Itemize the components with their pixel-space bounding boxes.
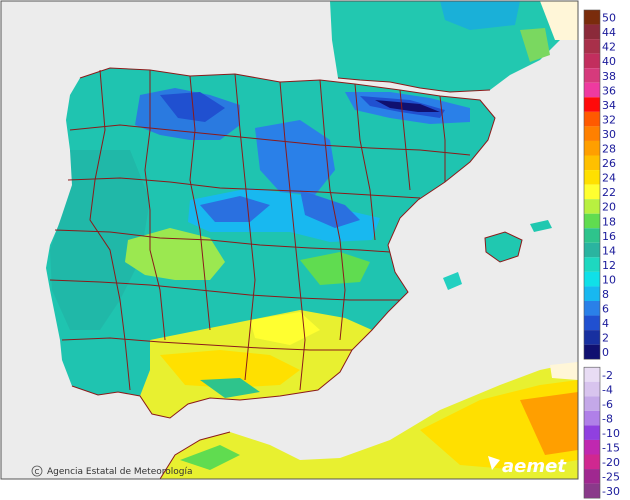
legend-swatch	[584, 242, 600, 258]
legend-label: 8	[602, 288, 609, 301]
map-area	[1, 1, 578, 479]
legend-swatch	[584, 367, 600, 382]
legend-label: 0	[602, 346, 609, 359]
legend-label: 24	[602, 172, 616, 185]
legend-swatch	[584, 97, 600, 112]
legend-label: 34	[602, 99, 616, 112]
legend-label: 10	[602, 273, 616, 286]
legend-label: 14	[602, 244, 616, 257]
legend-swatch	[584, 140, 600, 156]
legend-label: 4	[602, 317, 609, 330]
legend-label: 30	[602, 128, 616, 141]
legend-label: -15	[602, 442, 620, 455]
legend-swatch	[584, 184, 600, 200]
legend-label: 20	[602, 201, 616, 214]
legend-swatch	[584, 439, 600, 455]
legend-swatch	[584, 213, 600, 229]
legend-swatch	[584, 257, 600, 272]
legend-label: 36	[602, 84, 616, 97]
legend-label: -4	[602, 383, 613, 396]
legend-swatch	[584, 126, 600, 141]
legend-swatch	[584, 155, 600, 171]
legend-swatch	[584, 82, 600, 98]
legend-swatch	[584, 315, 600, 331]
legend-swatch	[584, 53, 600, 69]
legend-swatch	[584, 228, 600, 243]
legend-swatch	[584, 469, 600, 484]
legend-swatch	[584, 301, 600, 316]
iberia-land	[46, 68, 495, 418]
credit-text: Agencia Estatal de Meteorología	[47, 467, 193, 477]
legend-outline-negative	[583, 366, 601, 499]
legend-label: 50	[602, 12, 616, 25]
legend-swatch	[584, 396, 600, 411]
legend-label: -30	[602, 485, 620, 498]
legend-swatch	[584, 483, 600, 499]
legend-label: 2	[602, 332, 609, 345]
legend-label: 40	[602, 55, 616, 68]
province-borders	[49, 67, 523, 479]
legend-swatch	[584, 199, 600, 214]
legend-swatch	[584, 454, 600, 470]
copyright-icon	[31, 465, 43, 477]
menorca	[530, 220, 552, 232]
legend-label: 42	[602, 41, 616, 54]
credit: C Agencia Estatal de Meteorología	[31, 465, 193, 477]
map-frame	[0, 0, 579, 480]
legend-swatch	[584, 170, 600, 185]
aemet-logo: aemet	[488, 456, 567, 477]
legend-label: -25	[602, 471, 620, 484]
legend-label: 6	[602, 303, 609, 316]
legend-label: 32	[602, 113, 616, 126]
legend: 5044424038363432302826242220181614121086…	[583, 9, 620, 499]
legend-swatch	[584, 286, 600, 301]
copyright-symbol: C	[35, 468, 40, 476]
logo-icon	[488, 456, 500, 470]
legend-swatch	[584, 410, 600, 426]
legend-label: 38	[602, 70, 616, 83]
legend-swatch	[584, 330, 600, 345]
legend-swatch	[584, 425, 600, 440]
legend-label: -2	[602, 369, 613, 382]
ibiza	[443, 272, 462, 290]
legend-swatch	[584, 39, 600, 54]
mallorca	[485, 232, 522, 262]
legend-label: -10	[602, 427, 620, 440]
legend-label: 28	[602, 143, 616, 156]
legend-swatch	[584, 344, 600, 360]
legend-label: 16	[602, 230, 616, 243]
legend-swatch	[584, 271, 600, 287]
legend-swatch	[584, 24, 600, 40]
legend-label: 26	[602, 157, 616, 170]
legend-label: 12	[602, 259, 616, 272]
legend-label: -20	[602, 456, 620, 469]
logo-text: aemet	[502, 456, 567, 477]
legend-swatch	[584, 381, 600, 397]
legend-swatch	[584, 68, 600, 83]
legend-swatch	[584, 10, 600, 25]
legend-swatch	[584, 111, 600, 127]
legend-label: -8	[602, 412, 613, 425]
legend-outline-positive	[583, 9, 601, 360]
legend-label: 44	[602, 26, 616, 39]
legend-label: -6	[602, 398, 613, 411]
legend-label: 18	[602, 215, 616, 228]
legend-label: 22	[602, 186, 616, 199]
